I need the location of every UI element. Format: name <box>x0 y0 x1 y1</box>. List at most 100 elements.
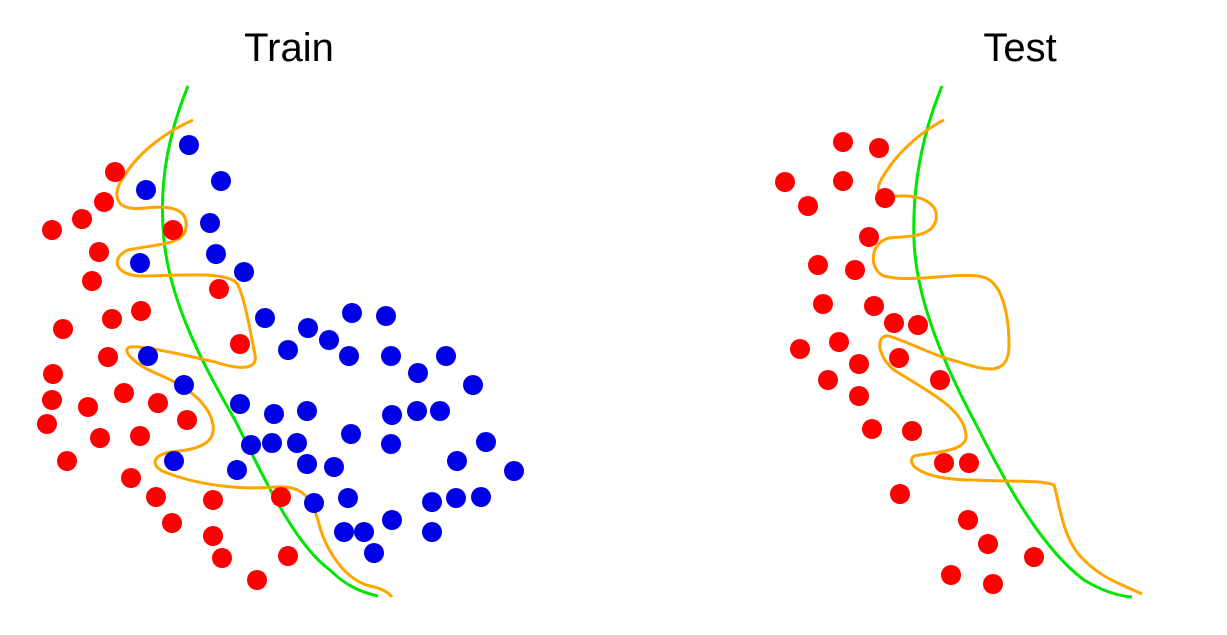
red-point <box>890 484 910 504</box>
blue-point <box>297 454 317 474</box>
simple-boundary <box>160 85 379 598</box>
blue-point <box>408 363 428 383</box>
red-point <box>148 393 168 413</box>
test-panel: Test <box>614 0 1227 635</box>
test-plot <box>775 85 1143 599</box>
red-point <box>775 172 795 192</box>
blue-point <box>381 346 401 366</box>
train-panel: Train <box>37 26 524 599</box>
red-point <box>930 370 950 390</box>
blue-point <box>234 262 254 282</box>
red-point <box>862 419 882 439</box>
blue-point <box>364 543 384 563</box>
complex-boundary <box>115 118 394 599</box>
red-point <box>278 546 298 566</box>
red-point <box>859 227 879 247</box>
blue-point <box>206 244 226 264</box>
red-point <box>90 428 110 448</box>
red-point <box>849 354 869 374</box>
red-point <box>247 570 267 590</box>
blue-point <box>381 434 401 454</box>
blue-point <box>287 433 307 453</box>
red-point <box>869 138 889 158</box>
red-point <box>875 188 895 208</box>
red-point <box>808 255 828 275</box>
blue-point <box>278 340 298 360</box>
blue-point <box>476 432 496 452</box>
red-point <box>864 296 884 316</box>
red-point <box>78 397 98 417</box>
blue-point <box>264 404 284 424</box>
blue-point <box>227 460 247 480</box>
blue-point <box>436 346 456 366</box>
red-point <box>934 453 954 473</box>
red-point <box>884 313 904 333</box>
red-point <box>203 490 223 510</box>
red-point <box>53 319 73 339</box>
red-point <box>130 426 150 446</box>
test-title: Test <box>983 26 1057 70</box>
red-point <box>42 390 62 410</box>
blue-point <box>298 318 318 338</box>
red-point <box>958 510 978 530</box>
blue-point <box>422 492 442 512</box>
red-point <box>43 364 63 384</box>
complex-boundary <box>871 118 1143 596</box>
blue-point <box>136 180 156 200</box>
blue-point <box>446 488 466 508</box>
red-point <box>131 301 151 321</box>
red-point <box>209 279 229 299</box>
blue-point <box>339 346 359 366</box>
red-point <box>833 171 853 191</box>
red-point <box>849 386 869 406</box>
red-point <box>833 132 853 152</box>
blue-point <box>382 510 402 530</box>
red-point <box>978 534 998 554</box>
red-point <box>203 526 223 546</box>
simple-boundary <box>912 85 1133 599</box>
red-point <box>57 451 77 471</box>
blue-point <box>174 375 194 395</box>
red-point <box>121 468 141 488</box>
blue-point <box>304 493 324 513</box>
train-plot <box>37 85 524 599</box>
blue-point <box>262 433 282 453</box>
red-point <box>82 271 102 291</box>
blue-point <box>504 461 524 481</box>
red-point <box>162 513 182 533</box>
blue-point <box>471 487 491 507</box>
red-point <box>105 162 125 182</box>
blue-point <box>447 451 467 471</box>
blue-point <box>338 488 358 508</box>
blue-point <box>342 303 362 323</box>
red-point <box>98 347 118 367</box>
red-point <box>902 421 922 441</box>
red-point <box>212 548 232 568</box>
blue-point <box>179 135 199 155</box>
blue-point <box>255 308 275 328</box>
blue-point <box>407 401 427 421</box>
red-point <box>790 339 810 359</box>
blue-point <box>230 394 250 414</box>
blue-point <box>382 405 402 425</box>
red-point <box>37 414 57 434</box>
blue-point <box>463 375 483 395</box>
red-point <box>114 383 134 403</box>
red-point <box>829 332 849 352</box>
blue-point <box>138 346 158 366</box>
red-point <box>94 192 114 212</box>
blue-point <box>422 522 442 542</box>
red-point <box>941 565 961 585</box>
red-point <box>798 196 818 216</box>
red-point <box>813 294 833 314</box>
blue-point <box>376 306 396 326</box>
red-point <box>163 220 183 240</box>
red-point <box>271 487 291 507</box>
red-point <box>102 309 122 329</box>
red-point <box>1024 547 1044 567</box>
red-point <box>72 209 92 229</box>
red-point <box>89 242 109 262</box>
red-point <box>230 334 250 354</box>
blue-point <box>430 401 450 421</box>
blue-point <box>341 424 361 444</box>
